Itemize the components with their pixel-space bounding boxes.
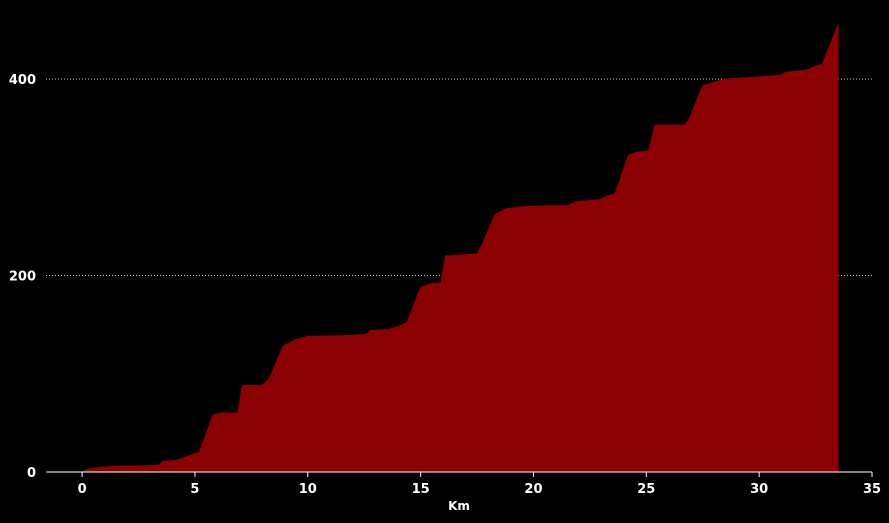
axis-layer bbox=[46, 471, 873, 477]
x-tick-label-35: 35 bbox=[863, 482, 881, 497]
x-tick-label-20: 20 bbox=[524, 482, 542, 497]
x-tick-label-0: 0 bbox=[78, 482, 87, 497]
x-tick-label-5: 5 bbox=[190, 482, 199, 497]
x-tick-label-30: 30 bbox=[750, 482, 768, 497]
y-tick-label-200: 200 bbox=[9, 269, 36, 284]
x-tick-label-25: 25 bbox=[637, 482, 655, 497]
label-layer: Km 0 200 400 0 5 10 15 20 25 30 35 bbox=[9, 73, 881, 513]
x-axis-title: Km bbox=[448, 499, 470, 513]
x-tick-label-10: 10 bbox=[299, 482, 317, 497]
y-tick-label-400: 400 bbox=[9, 73, 36, 88]
x-tick-label-15: 15 bbox=[412, 482, 430, 497]
area-layer bbox=[81, 24, 839, 473]
y-tick-label-0: 0 bbox=[27, 466, 36, 481]
area-series-0 bbox=[81, 24, 839, 473]
